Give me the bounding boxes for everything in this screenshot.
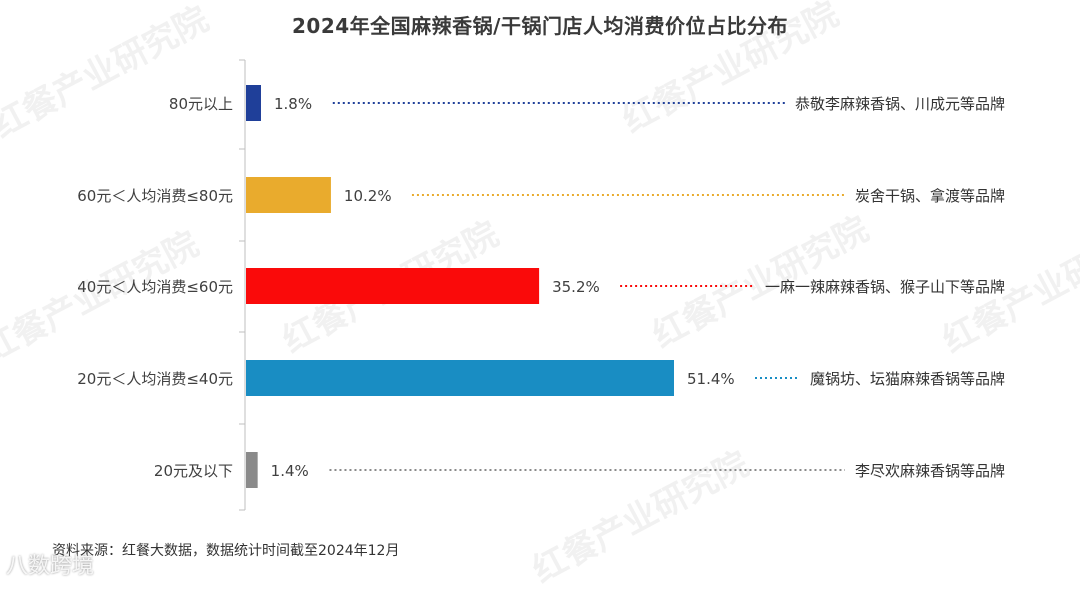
bar xyxy=(246,452,258,488)
bar xyxy=(246,268,540,304)
brand-note: 魔锅坊、坛猫麻辣香锅等品牌 xyxy=(810,370,1005,388)
category-label: 40元＜人均消费≤60元 xyxy=(77,278,233,296)
chart-title: 2024年全国麻辣香锅/干锅门店人均消费价位占比分布 xyxy=(292,14,788,38)
brand-note: 炭舍干锅、拿渡等品牌 xyxy=(855,187,1005,205)
bar xyxy=(246,85,261,121)
category-label: 20元及以下 xyxy=(154,462,233,480)
source-note: 资料来源：红餐大数据，数据统计时间截至2024年12月 xyxy=(52,543,400,559)
brand-note: 李尽欢麻辣香锅等品牌 xyxy=(855,462,1005,480)
category-label: 60元＜人均消费≤80元 xyxy=(77,187,233,205)
bar xyxy=(246,360,674,396)
bar-chart: 80元以上 1.8% 恭敬李麻辣香锅、川成元等品牌 60元＜人均消费≤80元 10.2%… xyxy=(77,59,1005,511)
value-label: 35.2% xyxy=(552,278,600,296)
brand-note: 一麻一辣麻辣香锅、猴子山下等品牌 xyxy=(765,278,1005,296)
value-label: 10.2% xyxy=(344,187,392,205)
corner-watermark: 八数跨境 xyxy=(6,554,95,579)
bar xyxy=(246,177,331,213)
value-label: 51.4% xyxy=(687,370,735,388)
category-label: 20元＜人均消费≤40元 xyxy=(77,370,233,388)
value-label: 1.4% xyxy=(271,462,309,480)
category-label: 80元以上 xyxy=(169,95,233,113)
brand-note: 恭敬李麻辣香锅、川成元等品牌 xyxy=(795,95,1005,113)
value-label: 1.8% xyxy=(274,95,312,113)
